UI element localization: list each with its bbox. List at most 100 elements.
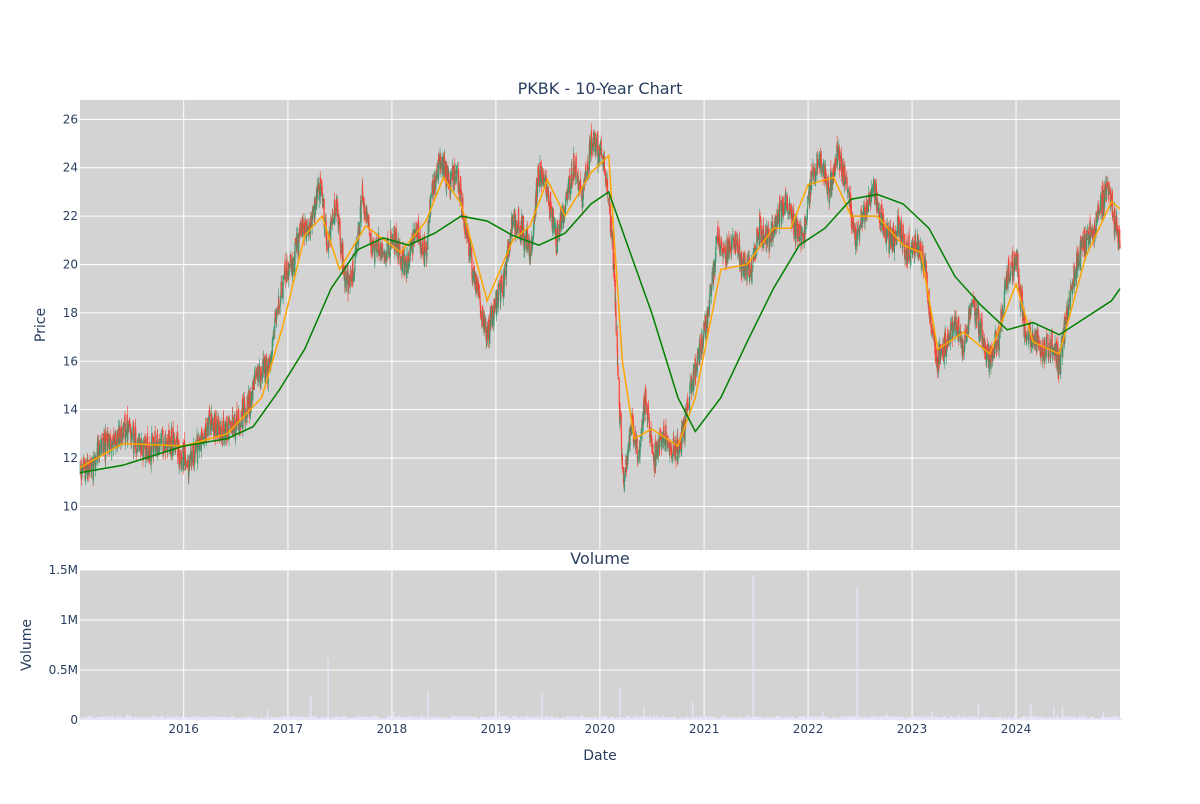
candle-body bbox=[319, 195, 320, 200]
candle-body bbox=[805, 220, 806, 225]
candle-body bbox=[640, 441, 641, 450]
candle-body bbox=[585, 164, 586, 170]
candle-body bbox=[1027, 331, 1028, 332]
candle-body bbox=[406, 264, 407, 273]
candle-body bbox=[115, 433, 116, 446]
candle-body bbox=[871, 188, 872, 198]
candle-body bbox=[877, 203, 878, 204]
candle-body bbox=[377, 245, 378, 246]
candle-body bbox=[737, 254, 738, 257]
candle-body bbox=[787, 205, 788, 211]
candle-body bbox=[646, 403, 647, 405]
candle-body bbox=[618, 377, 619, 379]
candle-body bbox=[676, 456, 677, 460]
candle-body bbox=[615, 302, 616, 313]
candle-body bbox=[823, 165, 824, 166]
candle-body bbox=[950, 333, 951, 340]
candle-body bbox=[638, 457, 639, 459]
candle-body bbox=[975, 311, 976, 324]
candle-body bbox=[283, 277, 284, 279]
candle-body bbox=[516, 221, 517, 227]
candle-body bbox=[825, 169, 826, 176]
candle-body bbox=[777, 210, 778, 224]
candle-body bbox=[427, 236, 428, 250]
candle-body bbox=[436, 179, 437, 180]
candle-body bbox=[181, 462, 182, 468]
candle-body bbox=[289, 264, 290, 267]
candle-body bbox=[706, 322, 707, 334]
candle-body bbox=[155, 431, 156, 442]
candle-body bbox=[590, 142, 591, 156]
candle-body bbox=[1003, 312, 1004, 314]
candle-body bbox=[179, 450, 180, 464]
candle-body bbox=[1019, 276, 1020, 285]
candle-body bbox=[502, 281, 503, 292]
candle-body bbox=[614, 260, 615, 261]
candle-body bbox=[251, 391, 252, 407]
candle-body bbox=[828, 188, 829, 189]
candle-body bbox=[787, 212, 788, 213]
candle-body bbox=[847, 189, 848, 190]
candle-body bbox=[1070, 285, 1071, 286]
candle-body bbox=[601, 142, 602, 145]
candle-body bbox=[141, 440, 142, 443]
candle-body bbox=[559, 239, 560, 240]
candle-body bbox=[735, 232, 736, 244]
candle-body bbox=[616, 329, 617, 330]
candle-body bbox=[523, 216, 524, 236]
candle-body bbox=[602, 156, 603, 159]
candle-body bbox=[572, 181, 573, 182]
candle-body bbox=[478, 284, 479, 291]
candle-body bbox=[779, 196, 780, 206]
candle-body bbox=[327, 244, 328, 245]
candle-body bbox=[1009, 276, 1010, 279]
candle-body bbox=[783, 212, 784, 214]
candle-body bbox=[109, 442, 110, 455]
candle-body bbox=[617, 363, 618, 364]
candle-body bbox=[837, 147, 838, 148]
candle-body bbox=[1035, 333, 1036, 348]
candle-body bbox=[931, 324, 932, 334]
candle-body bbox=[357, 242, 358, 244]
candle-body bbox=[95, 460, 96, 462]
candle-body bbox=[977, 308, 978, 312]
candle-body bbox=[544, 181, 545, 182]
candle-body bbox=[659, 450, 660, 451]
candle-body bbox=[189, 458, 190, 466]
candle-body bbox=[482, 307, 483, 325]
candle-body bbox=[729, 242, 730, 251]
candle-body bbox=[392, 234, 393, 244]
candle-body bbox=[751, 272, 752, 284]
candle-body bbox=[839, 164, 840, 169]
candle-body bbox=[294, 242, 295, 265]
candle-body bbox=[821, 169, 822, 172]
candle-body bbox=[518, 209, 519, 229]
candle-body bbox=[361, 206, 362, 223]
candle-body bbox=[945, 331, 946, 354]
candle-body bbox=[512, 232, 513, 233]
candle-body bbox=[359, 223, 360, 235]
candle-body bbox=[723, 246, 724, 252]
candle-body bbox=[672, 456, 673, 460]
candle-body bbox=[418, 233, 419, 238]
candle-body bbox=[471, 249, 472, 257]
candle-body bbox=[113, 434, 114, 445]
candle-body bbox=[185, 454, 186, 465]
candle-body bbox=[277, 314, 278, 315]
candle-body bbox=[504, 270, 505, 274]
candle-body bbox=[131, 434, 132, 436]
candle-body bbox=[973, 300, 974, 304]
candle-body bbox=[731, 238, 732, 249]
candle-body bbox=[648, 403, 649, 419]
candle-body bbox=[396, 245, 397, 247]
candle-body bbox=[538, 176, 539, 182]
candle-body bbox=[688, 404, 689, 406]
candle-body bbox=[129, 420, 130, 427]
candle-body bbox=[999, 333, 1000, 351]
candle-body bbox=[985, 343, 986, 354]
candle-body bbox=[231, 422, 232, 428]
candle-body bbox=[484, 322, 485, 331]
candle-body bbox=[321, 181, 322, 185]
